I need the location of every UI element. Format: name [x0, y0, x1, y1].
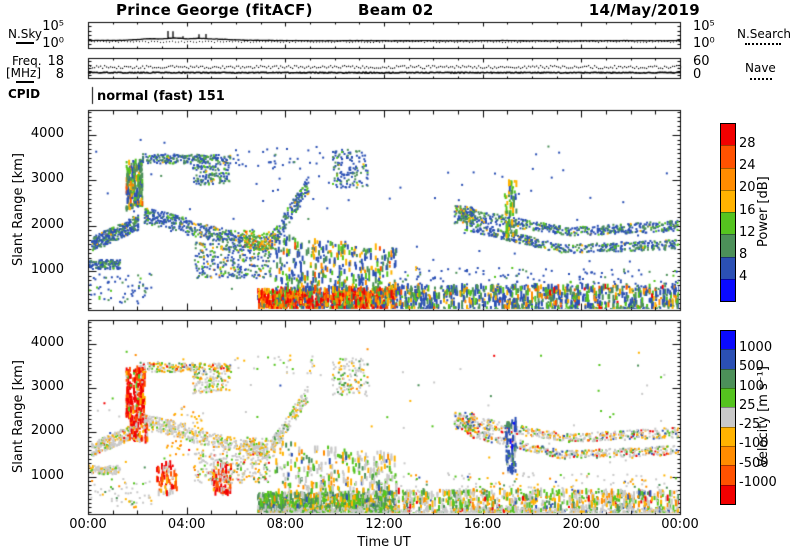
- nsky-tick-top-right: 10⁵: [693, 19, 715, 34]
- x-tick-label: 16:00: [463, 517, 502, 532]
- time-ut-label: Time UT: [357, 535, 411, 550]
- nave-label: Nave: [745, 61, 776, 75]
- x-tick-label: 08:00: [266, 517, 305, 532]
- colorbar-segment: [721, 234, 735, 257]
- colorbar-tick-label: -100: [739, 436, 769, 452]
- colorbar-tick-label: 4: [739, 268, 748, 284]
- range-tick-label: 3000: [30, 379, 64, 395]
- freq-tick-bottom-left: 8: [55, 67, 64, 82]
- colorbar-tick-label: 16: [739, 202, 756, 218]
- range-tick-label: 2000: [30, 216, 64, 232]
- range-tick-label: 4000: [30, 126, 64, 141]
- colorbar-segment: [721, 426, 735, 446]
- colorbar-segment: [721, 331, 735, 350]
- power-colorbar-title: Power [dB]: [755, 176, 771, 247]
- freq-axis-label-line1: Freq.: [12, 54, 42, 68]
- nsearch-label: N.Search: [737, 27, 792, 41]
- nave-dotted-line-legend-icon: [750, 78, 772, 80]
- nave-tick-top: 60: [693, 54, 710, 69]
- range-tick-label: 1000: [30, 467, 64, 483]
- colorbar-tick-label: -500: [739, 455, 769, 471]
- colorbar-segment: [721, 124, 735, 146]
- colorbar-tick-label: 25: [739, 397, 756, 413]
- colorbar-segment: [721, 167, 735, 190]
- cpid-label: CPID: [8, 87, 41, 101]
- colorbar-segment: [721, 189, 735, 212]
- colorbar-tick-label: 24: [739, 158, 756, 174]
- station-title: Prince George (fitACF): [116, 1, 313, 19]
- range-tick-label: 2000: [30, 423, 64, 439]
- nsky-tick-bottom-right: 10⁰: [693, 36, 715, 51]
- freq-axis-label-line2: [MHz]: [6, 66, 42, 80]
- x-tick-label: 20:00: [562, 517, 601, 532]
- colorbar-tick-label: 28: [739, 136, 756, 152]
- colorbar-tick-label: 12: [739, 224, 756, 240]
- colorbar-segment: [721, 368, 735, 388]
- colorbar-segment: [721, 212, 735, 235]
- nsky-tick-top-left: 10⁵: [42, 19, 64, 34]
- colorbar-segment: [721, 278, 735, 301]
- colorbar-segment: [721, 349, 735, 369]
- freq-solid-line-legend-icon: [16, 81, 34, 83]
- colorbar-tick-label: 8: [739, 246, 748, 262]
- nave-tick-bottom: 0: [693, 67, 702, 82]
- colorbar-tick-label: -25: [739, 417, 761, 433]
- colorbar-segment: [721, 484, 735, 504]
- colorbar-tick-label: 500: [739, 359, 764, 375]
- nsearch-dotted-line-legend-icon: [745, 43, 781, 45]
- colorbar-segment: [721, 387, 735, 408]
- colorbar-tick-label: 100: [739, 378, 764, 394]
- range-tick-label: 4000: [30, 335, 64, 351]
- colorbar-segment: [721, 465, 735, 485]
- cpid-value: normal (fast) 151: [97, 89, 225, 104]
- nsky-solid-line-legend-icon: [16, 42, 34, 44]
- x-tick-label: 00:00: [661, 517, 699, 532]
- beam-label: Beam 02: [358, 1, 434, 19]
- x-tick-label: 12:00: [365, 517, 403, 532]
- colorbar-segment: [721, 256, 735, 279]
- velocity-colorbar: [720, 330, 736, 505]
- colorbar-tick-label: 1000: [739, 340, 773, 356]
- x-tick-label: 04:00: [167, 517, 206, 532]
- x-tick-label: 00:00: [69, 517, 107, 532]
- colorbar-segment: [721, 445, 735, 466]
- freq-tick-top-left: 18: [47, 54, 64, 69]
- nsky-axis-label: N.Sky: [8, 27, 43, 41]
- date-label: 14/May/2019: [588, 1, 700, 19]
- colorbar-segment: [721, 407, 735, 427]
- nsky-tick-bottom-left: 10⁰: [42, 36, 64, 51]
- power-colorbar: [720, 123, 736, 302]
- colorbar-segment: [721, 145, 735, 168]
- colorbar-tick-label: 20: [739, 180, 756, 196]
- range-tick-label: 3000: [30, 171, 64, 187]
- range-tick-label: 1000: [30, 262, 64, 278]
- colorbar-tick-label: -1000: [739, 474, 777, 490]
